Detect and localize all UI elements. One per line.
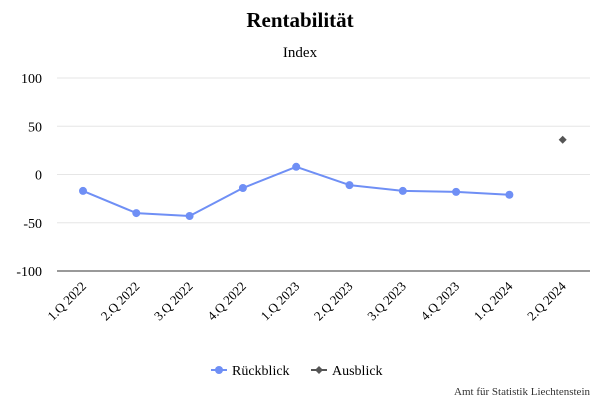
series-0-point-1[interactable] (132, 209, 141, 218)
x-tick-label-5: 2.Q 2023 (311, 279, 356, 324)
x-tick-label-4: 1.Q 2023 (257, 279, 302, 324)
y-tick-label-4: -100 (16, 265, 42, 280)
series-0-point-3[interactable] (238, 184, 247, 193)
x-tick-label-9: 2.Q 2024 (524, 278, 569, 323)
y-tick-label-0: 100 (21, 72, 42, 87)
series-0-point-2[interactable] (185, 211, 194, 220)
legend-item-1-label: Ausblick (332, 364, 383, 379)
legend-item-0-label: Rückblick (232, 364, 290, 379)
x-axis: 1.Q 2022 2.Q 2022 3.Q 2022 4.Q 2022 1.Q 2023… (44, 270, 590, 324)
chart-subtitle: Index (283, 45, 318, 61)
x-tick-label-8: 1.Q 2024 (471, 278, 516, 323)
x-tick-label-3: 4.Q 2022 (204, 279, 249, 324)
legend-item-0[interactable]: Rückblick (211, 364, 290, 379)
legend: Rückblick Ausblick (211, 364, 383, 379)
legend-item-1-symbol (315, 366, 323, 374)
y-axis: 100 50 0 -50 -100 (16, 72, 42, 280)
series-0-point-7[interactable] (452, 187, 461, 196)
series-1-point-9[interactable] (558, 135, 567, 144)
series-1 (558, 135, 567, 144)
x-tick-label-7: 4.Q 2023 (417, 279, 462, 324)
series-0-point-4[interactable] (292, 162, 301, 171)
legend-item-1[interactable]: Ausblick (311, 364, 383, 379)
y-tick-label-2: 0 (35, 169, 42, 184)
x-tick-label-6: 3.Q 2023 (364, 279, 409, 324)
chart-title: Rentabilität (246, 8, 353, 32)
legend-item-0-symbol (215, 366, 223, 374)
chart-credits: Amt für Statistik Liechtenstein (454, 386, 590, 398)
series-0-point-6[interactable] (398, 186, 407, 195)
x-tick-label-2: 3.Q 2022 (151, 279, 196, 324)
series-0-point-5[interactable] (345, 181, 354, 190)
series-0 (79, 162, 514, 220)
gridlines (57, 77, 590, 224)
series-0-point-0[interactable] (79, 186, 87, 195)
series-0-point-8[interactable] (505, 190, 514, 199)
x-tick-label-1: 2.Q 2022 (98, 279, 143, 324)
y-tick-label-1: 50 (28, 120, 42, 135)
y-tick-label-3: -50 (23, 217, 42, 232)
x-tick-label-0: 1.Q 2022 (44, 279, 89, 324)
series-layer (79, 135, 567, 220)
